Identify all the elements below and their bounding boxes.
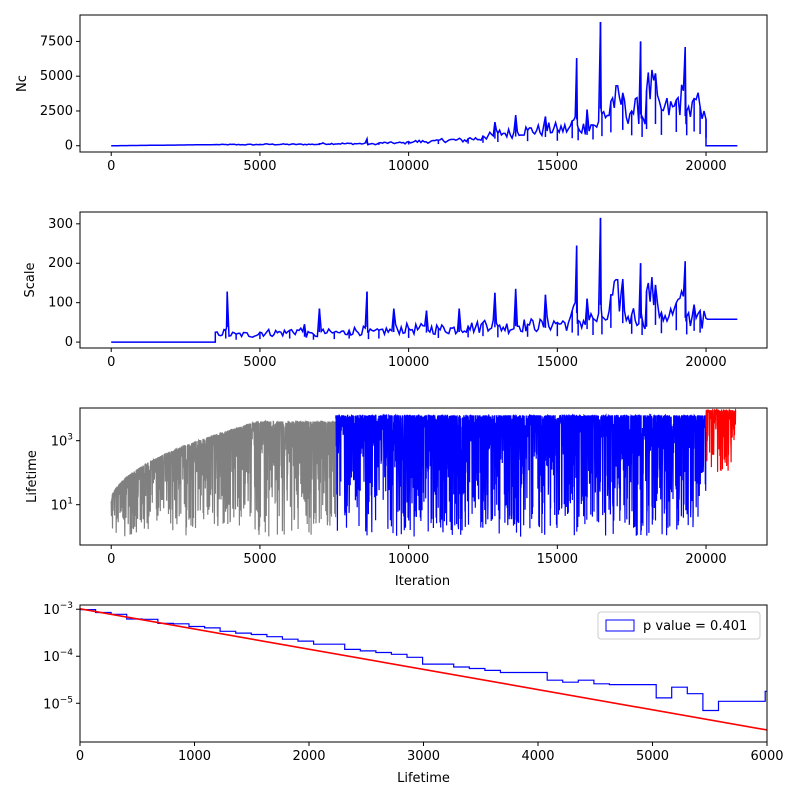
lifetime-trace [335, 413, 707, 537]
x-tick-label: 4000 [521, 749, 554, 764]
panel-lifetime: 101 103 0 5000 10000 15000 20000 Lifetime Iterat… [25, 407, 768, 589]
y-tick-label: 200 [48, 256, 73, 271]
y-tick-label: 101 [51, 497, 73, 514]
y-axis-label: Lifetime [25, 450, 40, 503]
x-tick-label: 0 [76, 749, 84, 764]
legend-box [597, 611, 761, 640]
x-tick-label: 20000 [685, 552, 726, 567]
y-tick-label: 10−4 [43, 648, 73, 665]
histogram-series [80, 608, 767, 731]
x-tick-label: 10000 [388, 355, 429, 370]
axes-frame [79, 604, 768, 743]
y-tick-label: 0 [65, 335, 73, 350]
x-tick-label: 5000 [243, 552, 276, 567]
y-tick-label: 100 [48, 296, 73, 311]
legend: p value = 0.401 [597, 611, 761, 640]
axes-frame [79, 14, 768, 153]
legend-swatch [605, 619, 635, 632]
x-tick-label: 15000 [537, 552, 578, 567]
y-tick-label: 0 [65, 139, 73, 154]
lifetime-trace [110, 419, 337, 537]
lifetime-series [110, 408, 737, 537]
y-tick-label: 7500 [40, 34, 73, 49]
y-tick-label: 2500 [40, 104, 73, 119]
x-tick-label: 6000 [750, 749, 783, 764]
y-tick-label: 10−5 [43, 695, 73, 712]
histogram-step [80, 609, 767, 712]
x-tick-label: 0 [107, 355, 115, 370]
y-tick-label: 103 [51, 433, 73, 450]
panel-scale: 0 100 200 300 0 5000 10000 15000 20000 Scale [23, 211, 768, 370]
nc-series [111, 21, 738, 147]
x-tick-label: 3000 [407, 749, 440, 764]
y-axis-label: Nc [15, 75, 30, 92]
x-tick-label: 0 [107, 552, 115, 567]
x-tick-label: 20000 [685, 159, 726, 174]
x-tick-label: 0 [107, 159, 115, 174]
legend-label: p value = 0.401 [643, 619, 747, 634]
fit-line [80, 608, 767, 731]
nc-line [111, 21, 738, 147]
x-tick-label: 20000 [685, 355, 726, 370]
panel-histogram: 10−3 10−4 10−5 0 1000 2000 3000 4000 5000 6000 Lif… [43, 601, 783, 786]
panel-nc: 0 2500 5000 7500 0 5000 10000 15000 20000 Nc [15, 14, 768, 174]
y-tick-label: 10−3 [43, 601, 73, 618]
x-tick-label: 10000 [388, 552, 429, 567]
x-tick-label: 5000 [243, 355, 276, 370]
y-axis-label: Scale [23, 263, 38, 298]
x-axis-label: Lifetime [397, 771, 450, 786]
x-tick-label: 10000 [388, 159, 429, 174]
x-tick-label: 15000 [537, 355, 578, 370]
scale-series [111, 217, 738, 343]
x-tick-label: 2000 [292, 749, 325, 764]
x-axis-label: Iteration [395, 574, 450, 589]
axes-frame [79, 211, 768, 349]
x-tick-label: 15000 [537, 159, 578, 174]
y-tick-label: 300 [48, 217, 73, 232]
lifetime-trace [705, 408, 737, 472]
scale-line [111, 217, 738, 343]
y-tick-label: 5000 [40, 69, 73, 84]
axes-frame [79, 407, 768, 546]
x-tick-label: 5000 [636, 749, 669, 764]
x-tick-label: 5000 [243, 159, 276, 174]
x-tick-label: 1000 [178, 749, 211, 764]
